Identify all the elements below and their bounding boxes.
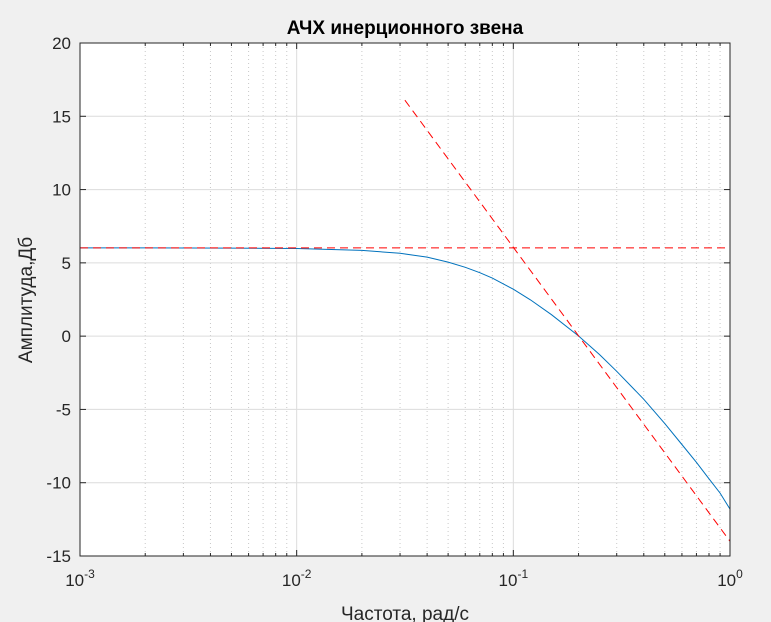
y-axis-label: Амплитуда,Дб bbox=[16, 237, 37, 363]
series-group bbox=[80, 99, 731, 542]
series-line-3 bbox=[404, 99, 731, 542]
series-line-1 bbox=[80, 247, 731, 510]
y-tick-label: -10 bbox=[46, 474, 71, 493]
y-tick-label: 15 bbox=[52, 107, 71, 126]
x-axis-label: Частота, рад/с bbox=[341, 604, 469, 622]
y-tick-label: 20 bbox=[52, 34, 71, 53]
plot-area bbox=[80, 43, 730, 556]
y-tick-label: 0 bbox=[62, 327, 71, 346]
x-tick-label: 100 bbox=[717, 567, 743, 590]
x-tick-label: 10-2 bbox=[282, 567, 312, 590]
x-tick-label: 10-3 bbox=[65, 567, 95, 590]
y-tick-label: 10 bbox=[52, 181, 71, 200]
x-tick-label: 10-1 bbox=[499, 567, 529, 590]
y-tick-label: 5 bbox=[62, 254, 71, 273]
plot-frame bbox=[79, 42, 731, 557]
chart-title: АЧХ инерционного звена bbox=[287, 18, 524, 39]
y-tick-label: -15 bbox=[46, 547, 71, 566]
y-tick-label: -5 bbox=[56, 400, 71, 419]
